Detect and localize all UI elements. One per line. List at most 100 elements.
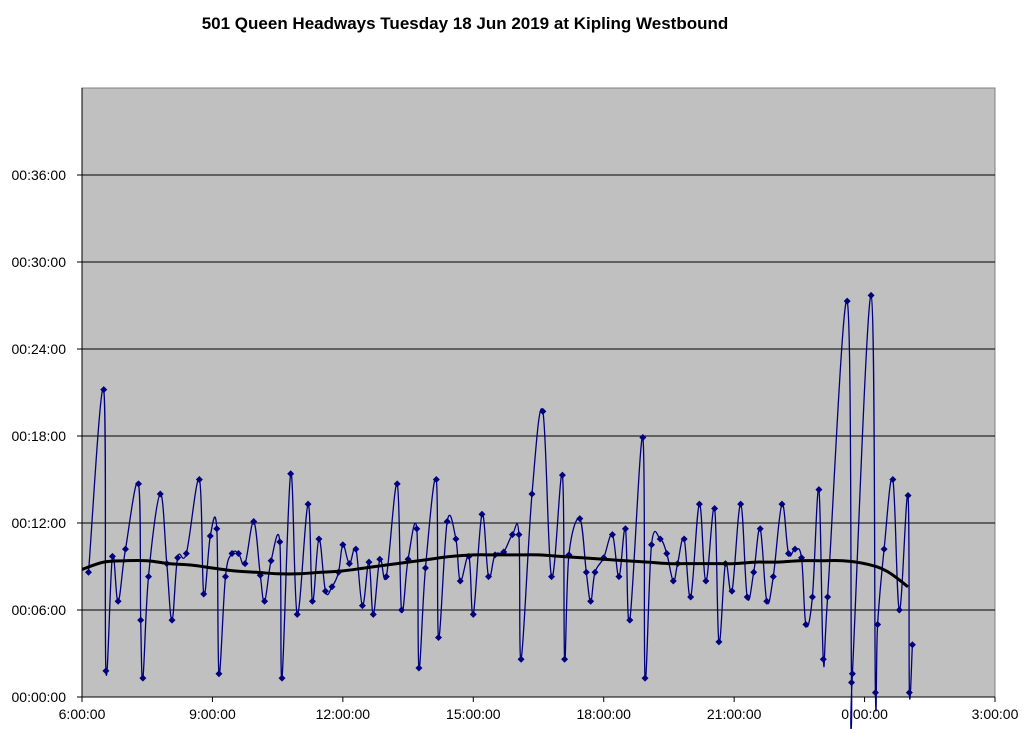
data-point-marker [235, 549, 243, 557]
data-point-marker [843, 297, 851, 305]
data-point-marker [432, 476, 440, 483]
data-point-marker [345, 560, 353, 568]
data-point-marker [680, 535, 688, 543]
data-point-marker [815, 486, 823, 494]
data-point-marker [778, 500, 786, 508]
data-point-marker [135, 480, 143, 488]
data-point-marker [485, 573, 493, 581]
data-point-marker [293, 610, 301, 618]
data-point-marker [621, 525, 629, 533]
data-point-marker [456, 577, 464, 585]
axes [77, 88, 996, 702]
data-point-marker [241, 560, 249, 568]
data-point-marker [639, 433, 647, 441]
y-tick-labels: 00:00:00 00:06:00 00:12:00 00:18:00 00:24:00… [12, 167, 67, 705]
data-point-marker [261, 597, 269, 605]
data-point-marker [695, 500, 703, 508]
data-point-marker [648, 541, 656, 549]
data-point-marker [591, 568, 599, 576]
data-point-marker [587, 597, 595, 605]
data-point-marker [889, 476, 897, 483]
data-point-marker [784, 549, 792, 557]
data-point-marker [308, 597, 316, 605]
data-point-marker [582, 568, 590, 576]
x-tick-labels: 6:00:00 9:00:00 12:00:00 15:00:00 18:00:00 21… [59, 706, 1019, 722]
data-point-marker [304, 500, 312, 508]
data-point-marker [743, 593, 751, 601]
x-tick-label: 18:00:00 [576, 706, 631, 722]
data-point-marker [213, 525, 221, 533]
x-tick-label: 21:00:00 [707, 706, 762, 722]
data-point-marker [539, 407, 547, 415]
data-point-marker [267, 557, 275, 565]
data-point-marker [848, 679, 856, 686]
data-point-marker [791, 545, 799, 553]
data-point-marker [139, 674, 147, 682]
data-point-marker [413, 525, 421, 533]
data-point-marker [808, 593, 816, 601]
data-point-marker [750, 568, 758, 576]
data-point-marker [156, 490, 164, 498]
data-point-marker [669, 577, 677, 585]
data-point-marker [100, 386, 108, 394]
data-point-marker [908, 641, 916, 649]
data-point-marker [365, 558, 373, 566]
data-point-marker [102, 667, 110, 675]
data-point-marker [393, 480, 401, 488]
data-point-marker [421, 564, 429, 572]
data-point-marker [250, 518, 258, 526]
gridlines [82, 174, 995, 611]
data-point-marker [206, 532, 214, 540]
data-point-marker [443, 518, 451, 526]
data-point-marker [339, 541, 347, 549]
data-point-marker [819, 655, 827, 663]
data-point-marker [415, 664, 423, 672]
data-point-marker [904, 491, 912, 499]
data-point-marker [663, 549, 671, 557]
data-point-marker [895, 606, 903, 614]
data-point-marker [824, 593, 832, 601]
data-point-marker [515, 531, 523, 539]
x-tick-label: 3:00:00 [972, 706, 1019, 722]
data-point-marker [715, 638, 723, 646]
data-point-marker [278, 674, 286, 682]
series [81, 291, 916, 729]
trend-line [81, 553, 909, 589]
data-point-marker [769, 573, 777, 581]
data-point-marker [874, 621, 882, 628]
data-point-marker [174, 554, 182, 562]
data-point-marker [880, 545, 888, 553]
x-tick-label: 6:00:00 [59, 706, 106, 722]
y-tick-label: 00:06:00 [12, 602, 67, 618]
x-tick-label: 12:00:00 [316, 706, 371, 722]
data-point-marker [528, 490, 536, 498]
data-point-marker [728, 587, 736, 595]
x-tick-label: 9:00:00 [189, 706, 236, 722]
data-point-marker [382, 573, 390, 581]
data-point-marker [352, 545, 360, 553]
data-point-marker [168, 616, 176, 624]
data-point-marker [182, 549, 190, 557]
y-tick-label: 00:36:00 [12, 167, 67, 183]
data-point-marker [328, 583, 336, 591]
data-point-marker [656, 535, 664, 543]
y-tick-label: 00:18:00 [12, 428, 67, 444]
data-point-marker [221, 573, 229, 581]
data-point-marker [215, 670, 223, 678]
data-point-marker [114, 597, 122, 605]
data-point-marker [398, 606, 406, 614]
data-point-marker [702, 577, 710, 585]
data-point-marker [711, 505, 719, 512]
chart-title: 501 Queen Headways Tuesday 18 Jun 2019 a… [201, 14, 729, 33]
data-point-marker [121, 545, 129, 553]
data-point-marker [321, 587, 329, 595]
data-point-marker [358, 602, 366, 610]
data-point-marker [469, 610, 477, 618]
data-point-marker [558, 471, 566, 479]
data-point-marker [756, 525, 764, 533]
data-point-marker [369, 610, 377, 618]
data-point-marker [478, 510, 486, 518]
data-point-marker [85, 568, 93, 576]
data-point-marker [561, 655, 569, 663]
data-point-marker [145, 573, 153, 581]
